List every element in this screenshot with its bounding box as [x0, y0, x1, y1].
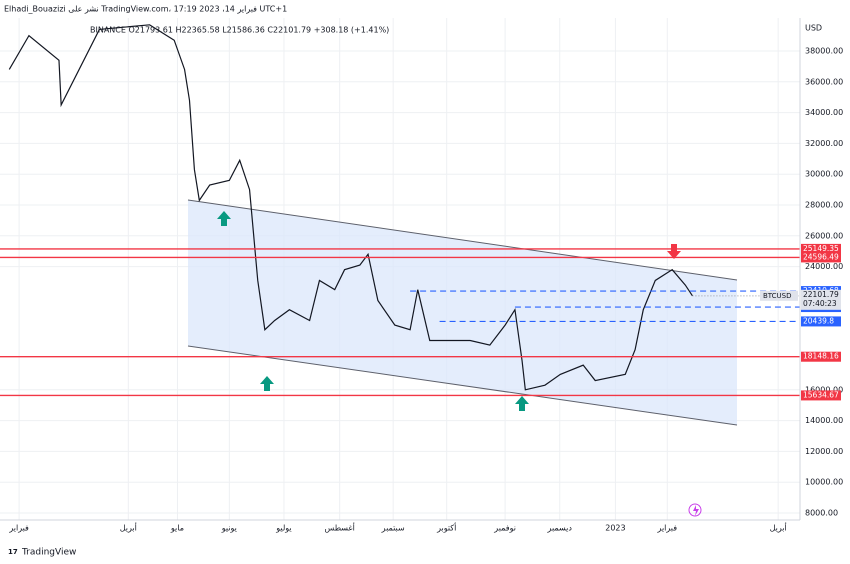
y-tick-label: 24000.00 [805, 262, 843, 271]
level-label-bg [801, 351, 841, 362]
y-tick-label: 8000.00 [805, 508, 838, 517]
channel-fill [188, 200, 737, 425]
level-label-bg [801, 316, 841, 327]
y-tick-label: 14000.00 [805, 416, 843, 425]
level-label: 25149.35 [803, 244, 839, 253]
y-tick-label: 34000.00 [805, 108, 843, 117]
y-tick-label: 28000.00 [805, 201, 843, 210]
y-tick-label: 12000.00 [805, 447, 843, 456]
countdown: 07:40:23 [803, 299, 837, 308]
y-tick-label: 38000.00 [805, 47, 843, 56]
arrow-up [260, 376, 274, 391]
level-label: 24596.49 [803, 252, 839, 261]
x-tick-label: أكتوبر [436, 523, 456, 533]
footer: TradingView [21, 548, 76, 558]
level-label: 20439.8 [803, 316, 834, 325]
level-label-bg [801, 243, 841, 254]
ohlc: BINANCE O21793.61 H22365.58 L21586.36 C2… [90, 26, 389, 35]
price-line [8, 24, 693, 391]
level-label: 15634.67 [803, 390, 839, 399]
symbol: BTCUSD [763, 292, 792, 300]
symbol-bg [760, 290, 798, 301]
x-tick-label: نوفمبر [493, 524, 516, 533]
y-tick-label: 16000.00 [805, 385, 843, 394]
channel-upper [187, 199, 738, 281]
x-tick-label: ديسمبر [547, 524, 573, 533]
price-label: 22101.79 [803, 290, 839, 299]
logo: 17 [8, 548, 18, 556]
arrow-down [667, 244, 681, 259]
level-label: 18148.16 [803, 352, 839, 361]
x-tick-label: أغسطس [325, 523, 355, 533]
channel-lower [187, 345, 738, 426]
x-tick-label: فبراير [8, 524, 29, 533]
y-tick-label: 26000.00 [805, 231, 843, 240]
y-tick-label: 36000.00 [805, 77, 843, 86]
level-label-bg [801, 252, 841, 263]
arrow-up [217, 211, 231, 226]
x-tick-label: مايو [170, 524, 184, 533]
y-tick-label: 30000.00 [805, 170, 843, 179]
arrow-up [515, 396, 529, 411]
icon [693, 505, 699, 516]
header: Elhadi_Bouazizi نشر على TradingView.com،… [4, 5, 287, 14]
y-tick-label: 32000.00 [805, 139, 843, 148]
x-tick-label: سبتمبر [381, 524, 405, 533]
level-label-bg [801, 390, 841, 401]
x-tick-label: فبراير [657, 524, 678, 533]
y-tick-label: 10000.00 [805, 478, 843, 487]
x-tick-label: أبريل [120, 523, 137, 533]
x-tick-label: أبريل [770, 523, 787, 533]
price-label-bg [801, 289, 841, 310]
x-tick-label: 2023 [605, 524, 625, 533]
x-tick-label: يوليو [275, 524, 291, 533]
axis-unit: USD [805, 24, 822, 33]
x-tick-label: يونيو [221, 524, 237, 533]
